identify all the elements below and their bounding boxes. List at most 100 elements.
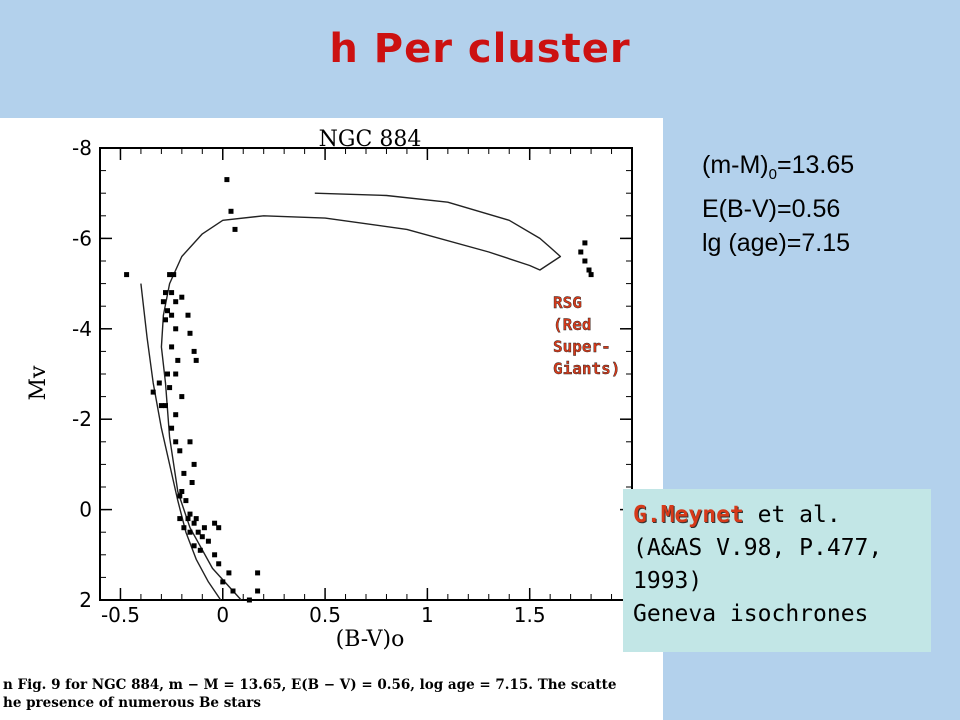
reference-author-line: G.Meynet et al. — [633, 499, 931, 532]
star-point — [187, 511, 193, 517]
star-point — [586, 267, 592, 273]
star-point — [185, 312, 191, 318]
star-point — [163, 317, 168, 323]
star-point — [230, 588, 236, 594]
caption-line-2: he presence of numerous Be stars — [3, 695, 261, 711]
star-point — [255, 588, 261, 594]
star-point — [173, 299, 179, 305]
star-point — [228, 208, 234, 214]
star-point — [179, 489, 185, 494]
star-point — [177, 516, 183, 522]
star-point — [205, 538, 211, 544]
star-point — [216, 525, 222, 531]
star-point — [179, 394, 185, 400]
x-tick-label: 1 — [421, 603, 434, 627]
star-point — [246, 597, 252, 603]
star-point — [181, 525, 187, 531]
curves-layer — [140, 192, 562, 601]
reddening: E(B-V)=0.56 — [702, 195, 841, 223]
star-point — [169, 290, 175, 296]
star-point — [220, 579, 226, 585]
star-point — [175, 357, 181, 363]
star-point — [224, 177, 230, 183]
reference-etal: et al. — [743, 502, 841, 528]
star-point — [187, 330, 193, 336]
zams-curve — [140, 283, 222, 601]
x-tick-label: 1.5 — [514, 603, 546, 627]
star-point — [201, 525, 207, 531]
star-point — [169, 344, 175, 350]
star-point — [588, 272, 594, 278]
x-tick-label: 0.5 — [309, 603, 341, 627]
cmd-chart: NGC 884 -0.5 0 0.5 1 1.5-8-6-4-202 (B-V)o Mv… — [3, 127, 633, 711]
y-axis-title: Mv — [26, 365, 51, 401]
star-point — [195, 529, 201, 535]
star-point — [226, 570, 232, 576]
star-point — [169, 312, 175, 318]
ticks-layer: -0.5 0 0.5 1 1.5 -8 -6 -4 -2 0 2 — [72, 136, 632, 627]
x-axis-title: (B-V)o — [336, 627, 405, 652]
star-point — [173, 326, 179, 332]
star-point — [173, 412, 179, 418]
star-point — [165, 371, 170, 377]
distance-modulus: (m-M)0=13.65 — [702, 151, 855, 183]
star-point — [232, 226, 238, 232]
star-point — [177, 448, 183, 454]
y-tick-label: -2 — [72, 407, 92, 431]
star-point — [179, 294, 185, 300]
star-point — [199, 534, 205, 540]
rsg-label-line: RSG — [553, 293, 582, 312]
star-point — [169, 425, 175, 431]
star-point — [185, 516, 191, 522]
star-point — [150, 389, 156, 395]
star-point — [171, 272, 177, 278]
x-tick-label: 0 — [216, 603, 229, 627]
star-point — [582, 240, 588, 246]
parameters-block: (m-M)0=13.65 E(B-V)=0.56 lg (age)=7.15 — [702, 148, 854, 260]
y-tick-label: 0 — [79, 498, 92, 522]
star-point — [193, 357, 199, 363]
star-point — [177, 493, 183, 499]
star-point — [163, 290, 168, 296]
reference-note: Geneva isochrones — [633, 601, 869, 627]
points-layer — [124, 177, 594, 603]
isochrone-curve — [160, 192, 562, 601]
star-point — [187, 439, 193, 445]
star-point — [165, 308, 170, 314]
star-point — [189, 480, 195, 485]
star-point — [183, 498, 189, 504]
figure-panel: NGC 884 -0.5 0 0.5 1 1.5 -8 -6 -4 -2 0 2 (B-V)o Mv… — [0, 118, 663, 720]
star-point — [578, 249, 584, 255]
star-point — [156, 380, 162, 386]
star-point — [124, 272, 130, 278]
y-tick-label: -8 — [72, 136, 92, 160]
star-point — [255, 570, 261, 576]
rsg-label: RSG (Red Super- Giants) — [553, 293, 620, 378]
y-tick-label: -6 — [72, 226, 92, 250]
star-point — [212, 552, 218, 558]
star-point — [197, 547, 203, 553]
caption-line-1: n Fig. 9 for NGC 884, m − M = 13.65, E(B… — [3, 677, 616, 693]
x-tick-label: -0.5 — [101, 603, 140, 627]
star-point — [212, 520, 218, 526]
star-point — [191, 348, 197, 354]
star-point — [191, 543, 197, 549]
star-point — [167, 385, 173, 391]
rsg-label-line: (Red — [553, 315, 592, 334]
star-point — [191, 461, 197, 467]
star-point — [582, 258, 588, 264]
star-point — [216, 561, 222, 567]
star-point — [173, 371, 179, 377]
star-point — [163, 403, 168, 409]
star-point — [187, 529, 193, 535]
y-tick-label: -4 — [72, 317, 92, 341]
star-point — [173, 439, 179, 445]
cluster-age: lg (age)=7.15 — [702, 229, 851, 257]
star-point — [181, 470, 187, 476]
y-tick-label: 2 — [79, 588, 92, 612]
star-point — [167, 272, 173, 278]
star-point — [191, 520, 197, 526]
star-point — [158, 403, 164, 409]
star-point — [160, 299, 166, 305]
rsg-label-line: Super- — [553, 337, 611, 356]
